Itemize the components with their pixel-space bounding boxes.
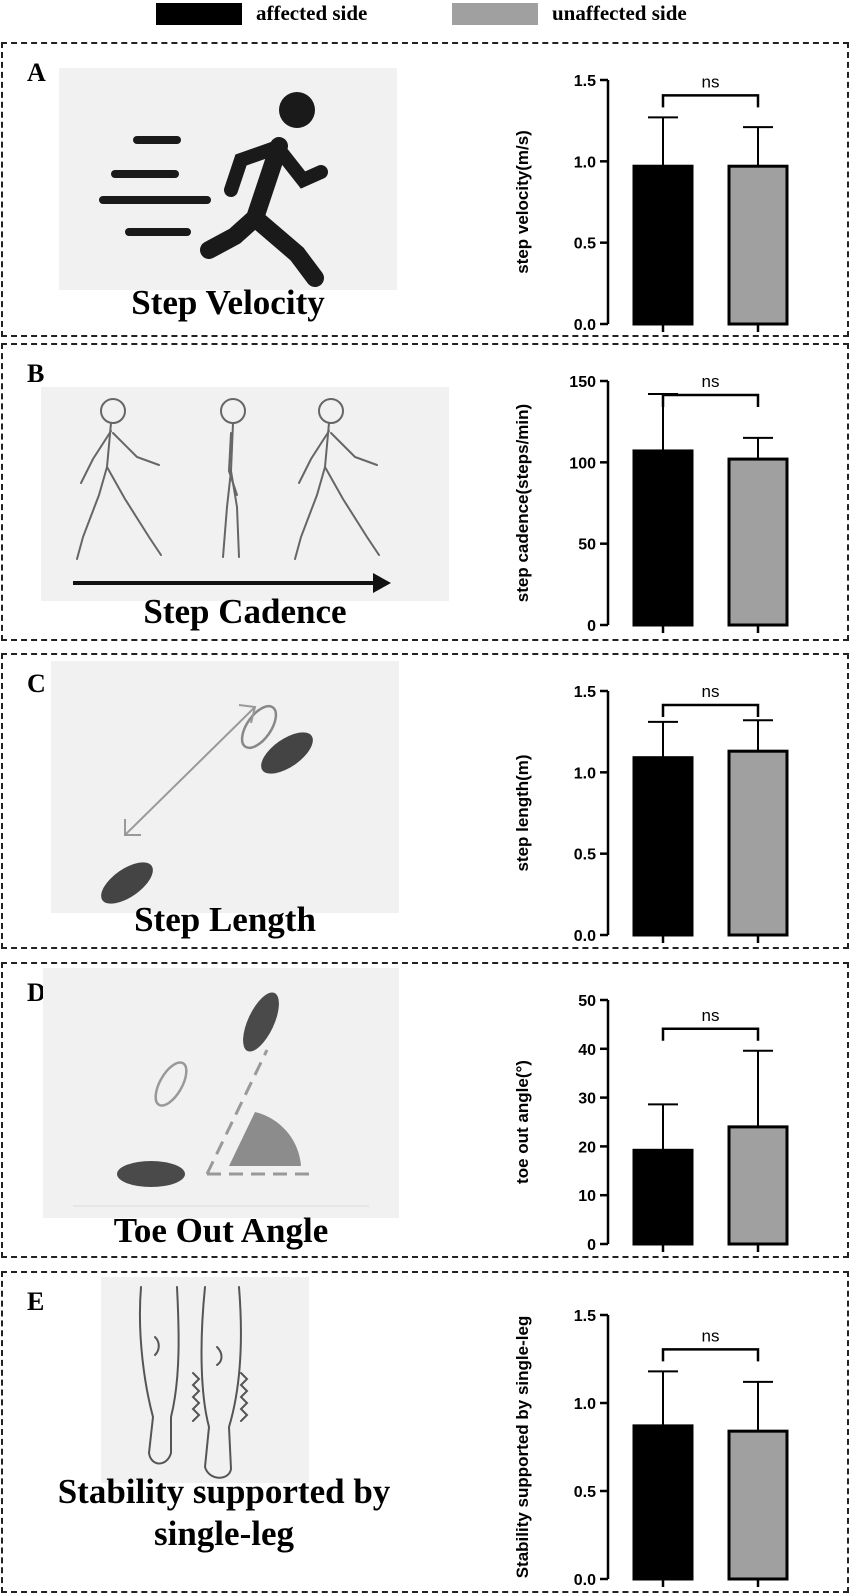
panel-e: E Stability supported by single-leg Stab… [1, 1271, 849, 1593]
chart-d: toe out angle(°) 0 10 20 30 40 50 ns [513, 993, 789, 1254]
y-tick-label: 0 [587, 1237, 596, 1254]
significance-bracket [661, 1348, 760, 1362]
bar [632, 449, 694, 627]
y-tick-label: 0.0 [574, 928, 596, 945]
bar [727, 1125, 789, 1246]
panel-letter: D [27, 978, 46, 1007]
panel-letter: B [27, 359, 45, 388]
running-person-icon [59, 68, 397, 290]
significance-label: ns [702, 682, 720, 701]
y-axis-label: Stability supported by single-leg [513, 1316, 532, 1579]
panel-caption: Step Length [134, 900, 316, 939]
bar [727, 749, 789, 937]
chart-c: step length(m) 0.0 0.5 1.0 1.5 ns [513, 682, 789, 945]
y-axis-label: step length(m) [513, 754, 532, 871]
bar [632, 1424, 694, 1581]
panel-caption: Stability supported by single-leg [57, 1472, 391, 1553]
y-axis-label: step cadence(steps/min) [513, 404, 532, 602]
y-tick-label: 0.5 [574, 1484, 596, 1501]
panel-caption: Toe Out Angle [113, 1211, 329, 1250]
y-tick-label: 10 [578, 1188, 596, 1205]
chart-b: step cadence(steps/min) 0 50 100 150 ns [513, 372, 789, 635]
y-tick-label: 20 [578, 1139, 596, 1156]
legend-swatch-unaffected [452, 3, 538, 25]
panel-c: C Step Length step length(m) 0.0 0.5 1.0 1.5… [1, 653, 849, 949]
y-tick-label: 100 [569, 455, 596, 472]
panel-letter: C [27, 669, 46, 698]
bar [632, 164, 694, 326]
significance-label: ns [702, 1326, 720, 1345]
legend-swatch-affected [156, 3, 242, 25]
significance-label: ns [702, 1006, 720, 1025]
panel-b: B Step Cadence step cadence(steps/min) 0 5… [1, 343, 849, 641]
significance-label: ns [702, 372, 720, 391]
chart-e: Stability supported by single-leg 0.0 0.5 1… [513, 1308, 789, 1589]
y-tick-label: 30 [578, 1091, 596, 1108]
y-tick-label: 1.5 [574, 1308, 596, 1325]
footprints-toe-angle-icon [43, 968, 399, 1218]
y-tick-label: 1.0 [574, 1396, 596, 1413]
panel-letter: E [27, 1287, 45, 1316]
y-tick-label: 1.5 [574, 73, 596, 90]
walking-sequence-icon [41, 387, 449, 601]
y-tick-label: 1.0 [574, 154, 596, 171]
y-axis-label: toe out angle(°) [513, 1060, 532, 1184]
y-axis-label: step velocity(m/s) [513, 130, 532, 274]
panel-a: A Step Velocity step velocity(m/s) 0.0 0.5… [1, 42, 849, 337]
y-tick-label: 50 [578, 993, 596, 1010]
significance-bracket [661, 393, 760, 407]
chart-a: step velocity(m/s) 0.0 0.5 1.0 1.5 ns [513, 72, 789, 334]
y-tick-label: 0.5 [574, 236, 596, 253]
bar [632, 1148, 694, 1246]
panel-caption: Step Velocity [131, 283, 325, 322]
y-tick-label: 50 [578, 537, 596, 554]
y-tick-label: 1.5 [574, 684, 596, 701]
significance-bracket [661, 94, 760, 108]
footprints-step-length-icon [51, 661, 399, 913]
significance-bracket [661, 703, 760, 717]
y-tick-label: 0.0 [574, 1572, 596, 1589]
bar [632, 756, 694, 937]
panel-letter: A [27, 58, 46, 87]
y-tick-label: 40 [578, 1042, 596, 1059]
bar [727, 1429, 789, 1581]
y-tick-label: 0 [587, 618, 596, 635]
significance-label: ns [702, 72, 720, 91]
bar [727, 457, 789, 627]
y-tick-label: 150 [569, 374, 596, 391]
panel-caption: Step Cadence [143, 592, 347, 631]
legend: affected side unaffected side [0, 0, 854, 38]
bar [727, 164, 789, 326]
y-tick-label: 1.0 [574, 765, 596, 782]
panel-d: D Toe Out Angle toe out angle(°) 0 10 20 30 4… [1, 962, 849, 1258]
significance-bracket [661, 1027, 760, 1041]
single-leg-stance-icon [101, 1277, 309, 1483]
legend-label-affected: affected side [256, 1, 368, 25]
legend-label-unaffected: unaffected side [552, 1, 687, 25]
y-tick-label: 0.5 [574, 847, 596, 864]
y-tick-label: 0.0 [574, 317, 596, 334]
